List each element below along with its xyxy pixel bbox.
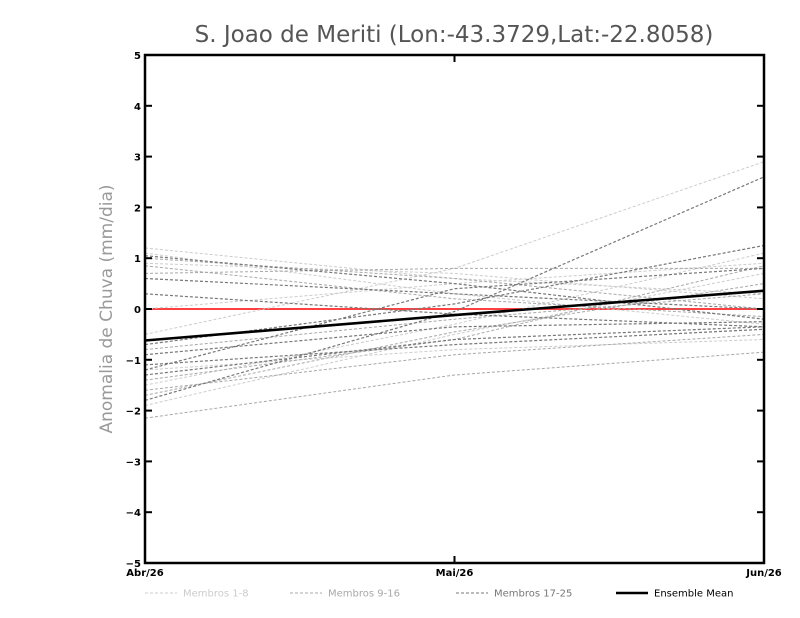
x-tick-label: Jun/26 xyxy=(745,568,782,579)
y-tick-label: −4 xyxy=(126,508,141,519)
series-line-member-1 xyxy=(144,247,765,295)
series-line-member-2 xyxy=(144,161,765,335)
y-tick-label: 3 xyxy=(134,153,141,164)
y-tick-label: −3 xyxy=(126,457,141,468)
legend-label: Membros 17-25 xyxy=(494,589,572,600)
y-tick-label: −5 xyxy=(126,559,141,570)
x-tick-label: Abr/26 xyxy=(126,568,163,579)
series-line-member-22 xyxy=(144,267,765,371)
y-tick-label: 0 xyxy=(134,305,141,316)
series-line-member-5 xyxy=(144,272,765,406)
series-layer xyxy=(144,161,765,419)
series-line-ensemble-mean xyxy=(144,289,765,342)
series-line-member-3 xyxy=(144,262,765,300)
chart-title: S. Joao de Meriti (Lon:-43.3729,Lat:-22.… xyxy=(195,22,714,48)
y-tick-label: −2 xyxy=(126,407,141,418)
plot-frame xyxy=(143,53,766,565)
series-line-member-11 xyxy=(144,267,764,274)
legend-label: Membros 9-16 xyxy=(328,589,400,600)
series-line-member-18 xyxy=(144,255,765,320)
series-line-member-8 xyxy=(144,252,765,325)
legend: Membros 1-8 Membros 9-16 Membros 17-25 Ense… xyxy=(145,589,733,600)
series-line-member-23 xyxy=(144,321,765,356)
series-line-member-17 xyxy=(144,176,765,401)
series-line-member-10 xyxy=(144,283,765,396)
series-line-member-4 xyxy=(144,252,765,386)
series-line-member-20 xyxy=(144,328,765,366)
series-line-member-25 xyxy=(144,326,765,376)
legend-label: Membros 1-8 xyxy=(183,589,249,600)
series-line-member-14 xyxy=(144,265,765,318)
x-tick-label: Mai/26 xyxy=(436,568,474,579)
y-tick-label: 2 xyxy=(134,203,141,214)
series-line-member-9 xyxy=(144,351,765,419)
series-line-member-6 xyxy=(144,262,765,310)
y-axis-label: Anomalia de Chuva (mm/dia) xyxy=(97,184,117,433)
series-line-member-24 xyxy=(144,277,765,310)
y-tick-label: 4 xyxy=(134,102,141,113)
series-line-member-7 xyxy=(144,339,765,371)
y-tick-label: 5 xyxy=(134,51,141,62)
series-line-member-13 xyxy=(144,333,765,391)
series-line-member-12 xyxy=(144,293,765,351)
y-tick-label: 1 xyxy=(134,254,141,265)
legend-label: Ensemble Mean xyxy=(654,589,733,600)
series-line-member-19 xyxy=(144,244,765,346)
y-tick-label: −1 xyxy=(126,356,141,367)
